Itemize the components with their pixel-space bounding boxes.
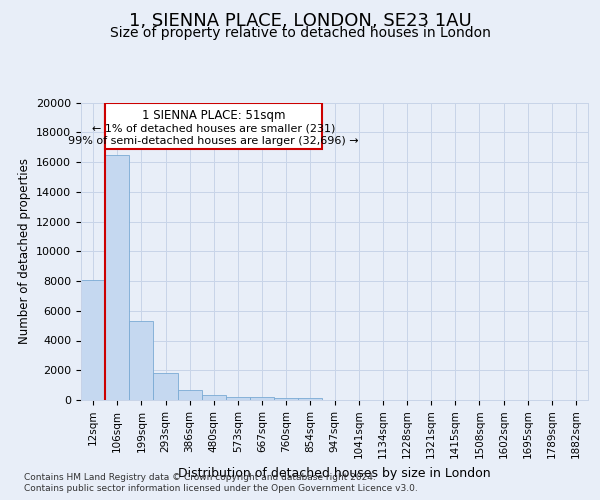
Bar (129, 321, 154, 400)
Text: 1 SIENNA PLACE: 51sqm: 1 SIENNA PLACE: 51sqm (142, 109, 286, 122)
Text: 99% of semi-detached houses are larger (32,696) →: 99% of semi-detached houses are larger (… (68, 136, 359, 146)
Bar (250, 397, 274, 400)
Bar (105, 102, 322, 148)
Bar (105, 154, 129, 400)
Bar (226, 397, 250, 400)
Bar (154, 373, 178, 400)
Text: Contains public sector information licensed under the Open Government Licence v3: Contains public sector information licen… (24, 484, 418, 493)
Y-axis label: Number of detached properties: Number of detached properties (17, 158, 31, 344)
Bar (81, 280, 105, 400)
Bar (202, 395, 226, 400)
Text: ← 1% of detached houses are smaller (231): ← 1% of detached houses are smaller (231… (92, 124, 335, 134)
Bar (298, 398, 322, 400)
Bar (178, 390, 202, 400)
Text: Size of property relative to detached houses in London: Size of property relative to detached ho… (110, 26, 490, 40)
Text: 1, SIENNA PLACE, LONDON, SE23 1AU: 1, SIENNA PLACE, LONDON, SE23 1AU (128, 12, 472, 30)
X-axis label: Distribution of detached houses by size in London: Distribution of detached houses by size … (178, 467, 491, 480)
Bar (274, 398, 298, 400)
Text: Contains HM Land Registry data © Crown copyright and database right 2024.: Contains HM Land Registry data © Crown c… (24, 472, 376, 482)
